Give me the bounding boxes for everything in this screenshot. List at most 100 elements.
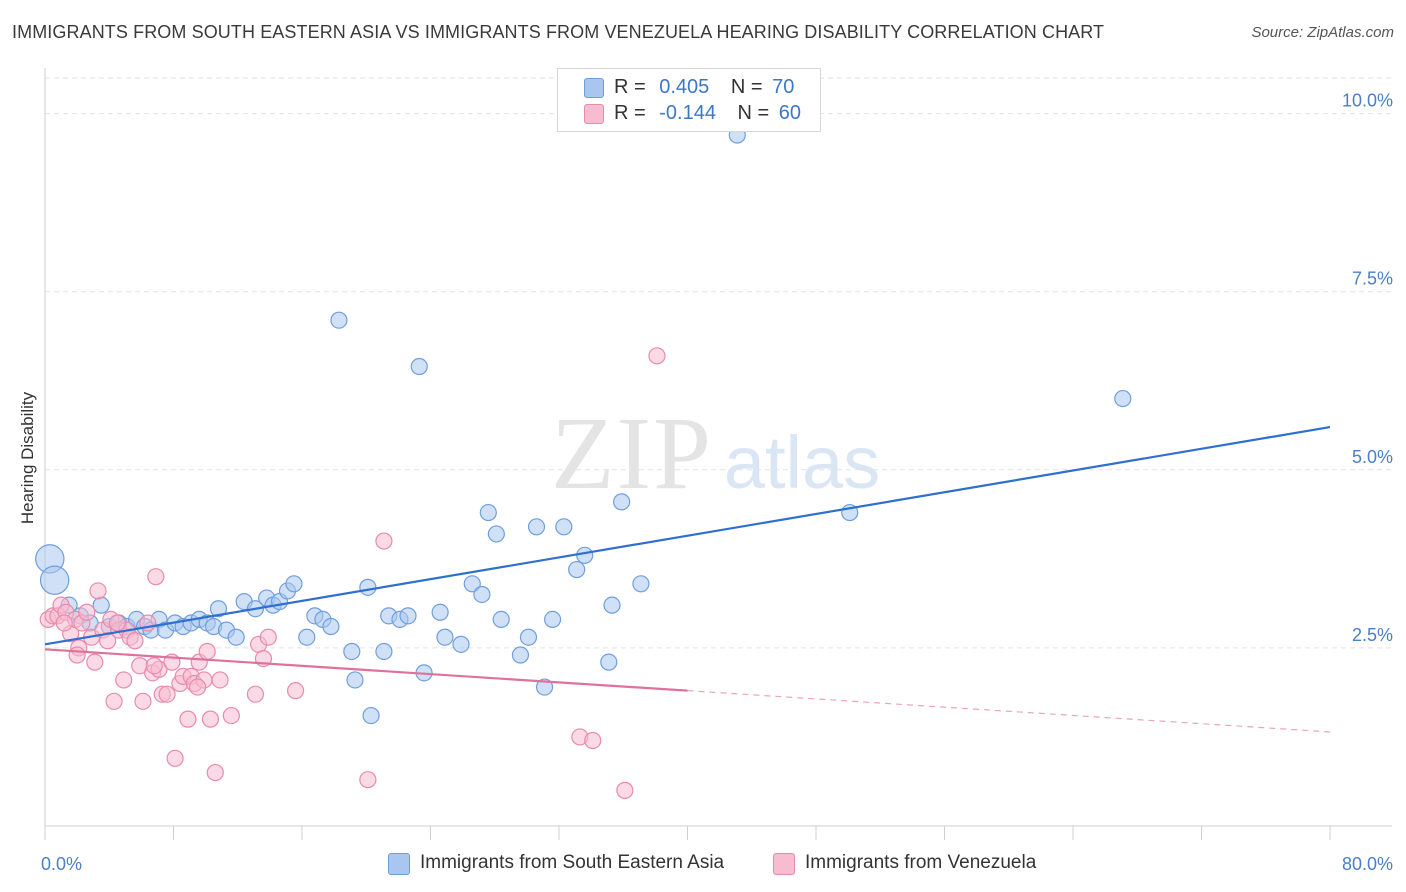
bottom-legend-swatch-pink (773, 853, 795, 875)
trend-line-south-eastern-asia (44, 425, 1331, 646)
point-venezuela (145, 657, 163, 675)
trend-line-venezuela (44, 648, 688, 692)
point-venezuela (648, 347, 666, 365)
point-south-eastern-asia (511, 646, 530, 664)
point-south-eastern-asia (285, 575, 303, 593)
legend-n-value: 60 (778, 102, 802, 124)
point-south-eastern-asia (576, 546, 594, 564)
y-tick-label: 2.5% (1352, 625, 1393, 645)
legend-swatch-blue (584, 78, 604, 98)
point-venezuela (246, 685, 265, 703)
point-south-eastern-asia (555, 518, 573, 536)
point-south-eastern-asia (1114, 389, 1132, 408)
point-venezuela (206, 763, 224, 782)
point-south-eastern-asia (431, 603, 449, 621)
x-tick-label: 80.0% (1342, 854, 1393, 874)
tick-labels: 2.5% 5.0% 7.5% 10.0% 0.0% 80.0% (41, 91, 1393, 874)
point-south-eastern-asia (452, 635, 470, 653)
point-south-eastern-asia (359, 578, 377, 596)
point-venezuela (115, 671, 133, 689)
point-venezuela (166, 749, 184, 767)
legend-r-label: R = (614, 76, 646, 98)
point-south-eastern-asia (600, 653, 618, 671)
y-tick-label: 10.0% (1342, 91, 1393, 111)
point-south-eastern-asia (298, 628, 316, 646)
point-south-eastern-asia (487, 525, 505, 543)
point-venezuela (78, 603, 96, 621)
point-venezuela (105, 692, 123, 710)
point-south-eastern-asia (362, 706, 380, 725)
point-south-eastern-asia (632, 575, 650, 593)
point-south-eastern-asia (346, 671, 364, 689)
point-south-eastern-asia (613, 493, 631, 511)
point-south-eastern-asia (463, 575, 481, 593)
point-venezuela (201, 710, 220, 728)
point-south-eastern-asia (543, 610, 562, 629)
point-south-eastern-asia (473, 585, 491, 604)
watermark-zip: ZIP (551, 396, 713, 511)
point-venezuela (375, 532, 393, 550)
point-venezuela (134, 692, 152, 710)
point-south-eastern-asia (375, 642, 393, 661)
point-south-eastern-asia (603, 596, 621, 614)
legend-n-value: 70 (772, 76, 795, 98)
grid-lines (45, 77, 1392, 649)
bottom-legend-label: Immigrants from South Eastern Asia (420, 852, 725, 873)
y-axis-label: Hearing Disability (18, 391, 37, 525)
point-south-eastern-asia (227, 628, 245, 646)
bottom-legend-label: Immigrants from Venezuela (805, 852, 1037, 873)
watermark: ZIP atlas (551, 396, 880, 511)
legend-n-label: N = (730, 76, 763, 98)
legend-r-value: -0.144 (659, 102, 716, 124)
point-venezuela (616, 781, 634, 799)
legend-swatch-pink (584, 104, 604, 124)
point-south-eastern-asia (519, 628, 538, 646)
y-tick-label: 5.0% (1352, 447, 1393, 467)
point-south-eastern-asia (410, 357, 428, 376)
point-south-eastern-asia (92, 596, 110, 614)
point-south-eastern-asia (322, 617, 340, 636)
axes (44, 68, 1392, 840)
legend-r-label: R = (614, 102, 646, 124)
point-venezuela (89, 582, 107, 600)
point-venezuela (584, 731, 602, 750)
chart-title: IMMIGRANTS FROM SOUTH EASTERN ASIA VS IM… (12, 22, 1105, 42)
point-venezuela (179, 710, 197, 728)
point-south-eastern-asia (492, 610, 510, 629)
point-venezuela (211, 671, 229, 689)
point-south-eastern-asia (436, 628, 454, 646)
correlation-legend: R = 0.405 N = 70 R = -0.144 N = 60 (557, 68, 821, 132)
legend-n-label: N = (737, 102, 770, 124)
trend-line-venezuela-extension (687, 690, 1331, 733)
bottom-legend-swatch-blue (388, 853, 410, 875)
x-tick-label: 0.0% (41, 854, 82, 874)
legend-r-value: 0.405 (659, 76, 710, 98)
point-south-eastern-asia (209, 600, 228, 618)
point-south-eastern-asia (399, 607, 417, 625)
point-south-eastern-asia (527, 518, 546, 536)
point-venezuela (86, 653, 104, 671)
point-venezuela (147, 568, 165, 586)
trend-lines (44, 425, 1331, 733)
y-tick-label: 7.5% (1352, 269, 1393, 289)
point-venezuela (188, 678, 207, 696)
point-south-eastern-asia (343, 642, 361, 661)
point-venezuela (55, 614, 73, 632)
point-south-eastern-asia (479, 503, 497, 522)
source-credit: Source: ZipAtlas.com (1251, 24, 1394, 41)
point-venezuela (359, 771, 377, 789)
point-venezuela (198, 642, 216, 661)
point-venezuela (108, 614, 126, 632)
point-south-eastern-asia (330, 311, 348, 329)
point-south-eastern-asia (535, 678, 554, 696)
point-venezuela (126, 632, 144, 650)
point-venezuela (286, 682, 305, 700)
point-south-eastern-asia (568, 560, 586, 579)
point-south-eastern-asia (39, 565, 70, 595)
watermark-atlas: atlas (724, 421, 880, 504)
point-venezuela (259, 628, 277, 646)
point-venezuela (158, 685, 176, 703)
point-venezuela (68, 646, 86, 664)
point-venezuela (222, 706, 240, 725)
